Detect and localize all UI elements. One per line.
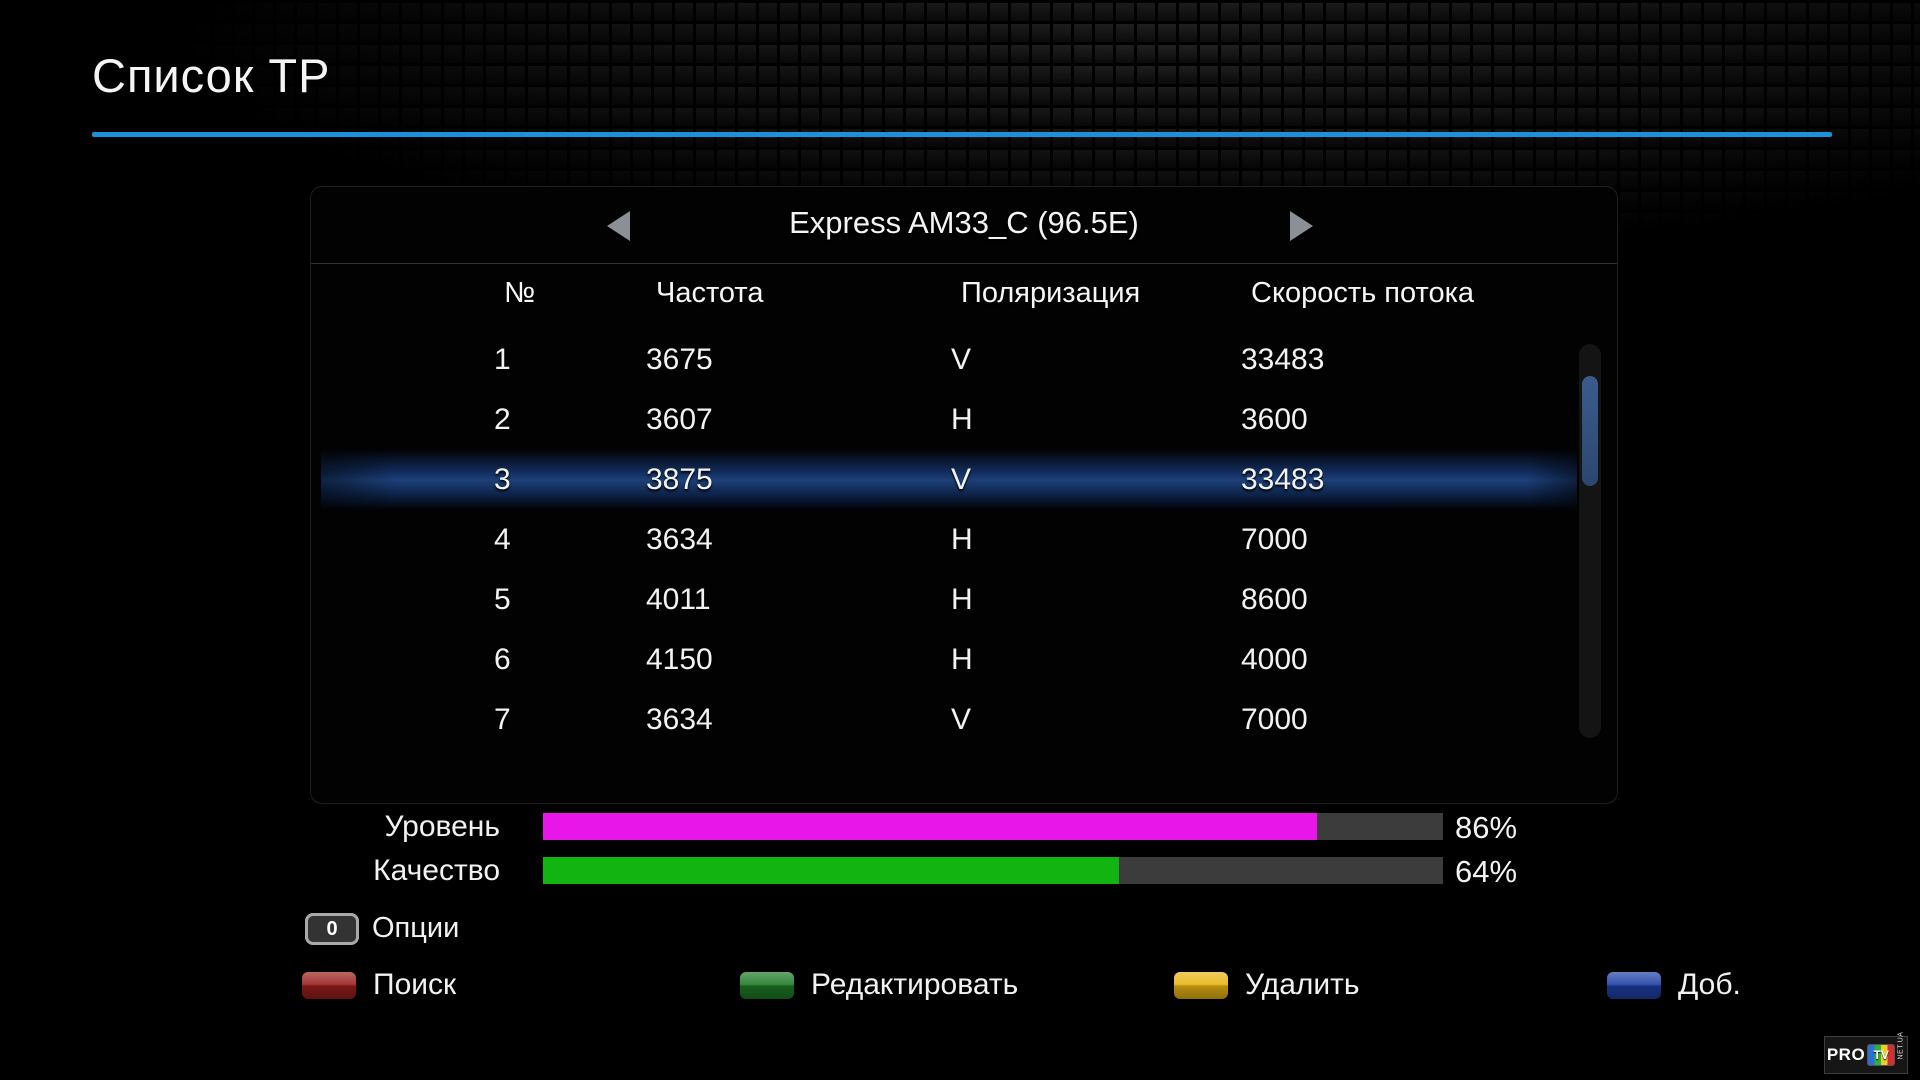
protv-logo-suffix: NET.UA xyxy=(1897,1031,1905,1059)
green-key-icon xyxy=(740,971,794,999)
table-row[interactable]: 5 4011 H 8600 xyxy=(321,570,1577,630)
cell-symbol-rate: 7000 xyxy=(1241,523,1308,556)
edit-button[interactable]: Редактировать xyxy=(740,968,1018,1002)
table-row[interactable]: 2 3607 H 3600 xyxy=(321,390,1577,450)
protv-logo: PRO TV NET.UA xyxy=(1824,1031,1908,1074)
scrollbar-track[interactable] xyxy=(1579,344,1601,738)
cell-frequency: 3634 xyxy=(646,703,713,736)
red-key-icon xyxy=(302,971,356,999)
cell-number: 5 xyxy=(494,583,511,616)
level-percent: 86% xyxy=(1455,810,1518,845)
yellow-key-icon xyxy=(1174,971,1228,999)
edit-button-label: Редактировать xyxy=(811,968,1019,1001)
table-row[interactable]: 6 4150 H 4000 xyxy=(321,630,1577,690)
transponder-panel: Express AM33_C (96.5E) № Частота Поляриз… xyxy=(310,186,1618,804)
prev-satellite-arrow-icon[interactable] xyxy=(607,211,630,241)
cell-frequency: 4150 xyxy=(646,643,713,676)
cell-symbol-rate: 4000 xyxy=(1241,643,1308,676)
page-title: Список ТР xyxy=(92,49,331,102)
cell-frequency: 3875 xyxy=(646,463,713,496)
cell-number: 4 xyxy=(494,523,511,556)
delete-button[interactable]: Удалить xyxy=(1174,968,1360,1002)
cell-frequency: 3607 xyxy=(646,403,713,436)
cell-number: 6 xyxy=(494,643,511,676)
cell-symbol-rate: 8600 xyxy=(1241,583,1308,616)
quality-percent: 64% xyxy=(1455,854,1518,889)
quality-bar xyxy=(543,857,1443,884)
blue-key-icon xyxy=(1607,971,1661,999)
satellite-name: Express AM33_C (96.5E) xyxy=(789,205,1139,240)
cell-frequency: 3675 xyxy=(646,343,713,376)
cell-polarization: V xyxy=(951,703,972,736)
cell-number: 1 xyxy=(494,343,511,376)
cell-frequency: 3634 xyxy=(646,523,713,556)
options-label: Опции xyxy=(372,912,460,944)
cell-symbol-rate: 33483 xyxy=(1241,343,1325,376)
key-0-badge[interactable]: 0 xyxy=(305,913,359,945)
cell-polarization: V xyxy=(951,343,972,376)
cell-polarization: H xyxy=(951,403,973,436)
cell-polarization: V xyxy=(951,463,972,496)
cell-symbol-rate: 7000 xyxy=(1241,703,1308,736)
table-row[interactable]: 3 3875 V 33483 xyxy=(321,450,1577,510)
column-header-polarization: Поляризация xyxy=(961,277,1141,309)
column-header-symbol-rate: Скорость потока xyxy=(1251,277,1475,309)
quality-label: Качество xyxy=(373,854,500,887)
scrollbar-thumb[interactable] xyxy=(1582,376,1598,486)
table-row[interactable]: 4 3634 H 7000 xyxy=(321,510,1577,570)
level-bar xyxy=(543,813,1443,840)
tp-table-rows: 1 3675 V 33483 2 3607 H 3600 3 3875 V 33483 4 3634 H 70… xyxy=(321,330,1577,750)
add-button-label: Доб. xyxy=(1678,968,1741,1001)
cell-number: 2 xyxy=(494,403,511,436)
search-button[interactable]: Поиск xyxy=(302,968,456,1002)
cell-number: 7 xyxy=(494,703,511,736)
satellite-header: Express AM33_C (96.5E) xyxy=(311,187,1617,264)
quality-bar-fill xyxy=(543,857,1119,884)
column-header-number: № xyxy=(504,277,536,309)
delete-button-label: Удалить xyxy=(1245,968,1360,1001)
level-label: Уровень xyxy=(384,810,500,843)
cell-symbol-rate: 33483 xyxy=(1241,463,1325,496)
cell-polarization: H xyxy=(951,583,973,616)
search-button-label: Поиск xyxy=(373,968,457,1001)
column-header-frequency: Частота xyxy=(656,277,764,309)
cell-number: 3 xyxy=(494,463,511,496)
table-row[interactable]: 1 3675 V 33483 xyxy=(321,330,1577,390)
next-satellite-arrow-icon[interactable] xyxy=(1290,211,1313,241)
tv-icon: TV xyxy=(1867,1044,1896,1066)
table-row[interactable]: 7 3634 V 7000 xyxy=(321,690,1577,750)
level-bar-fill xyxy=(543,813,1317,840)
cell-frequency: 4011 xyxy=(646,583,711,616)
cell-polarization: H xyxy=(951,643,973,676)
cell-polarization: H xyxy=(951,523,973,556)
protv-logo-text: PRO xyxy=(1826,1045,1866,1064)
title-underline xyxy=(92,132,1832,137)
cell-symbol-rate: 3600 xyxy=(1241,403,1308,436)
add-button[interactable]: Доб. xyxy=(1607,968,1741,1002)
